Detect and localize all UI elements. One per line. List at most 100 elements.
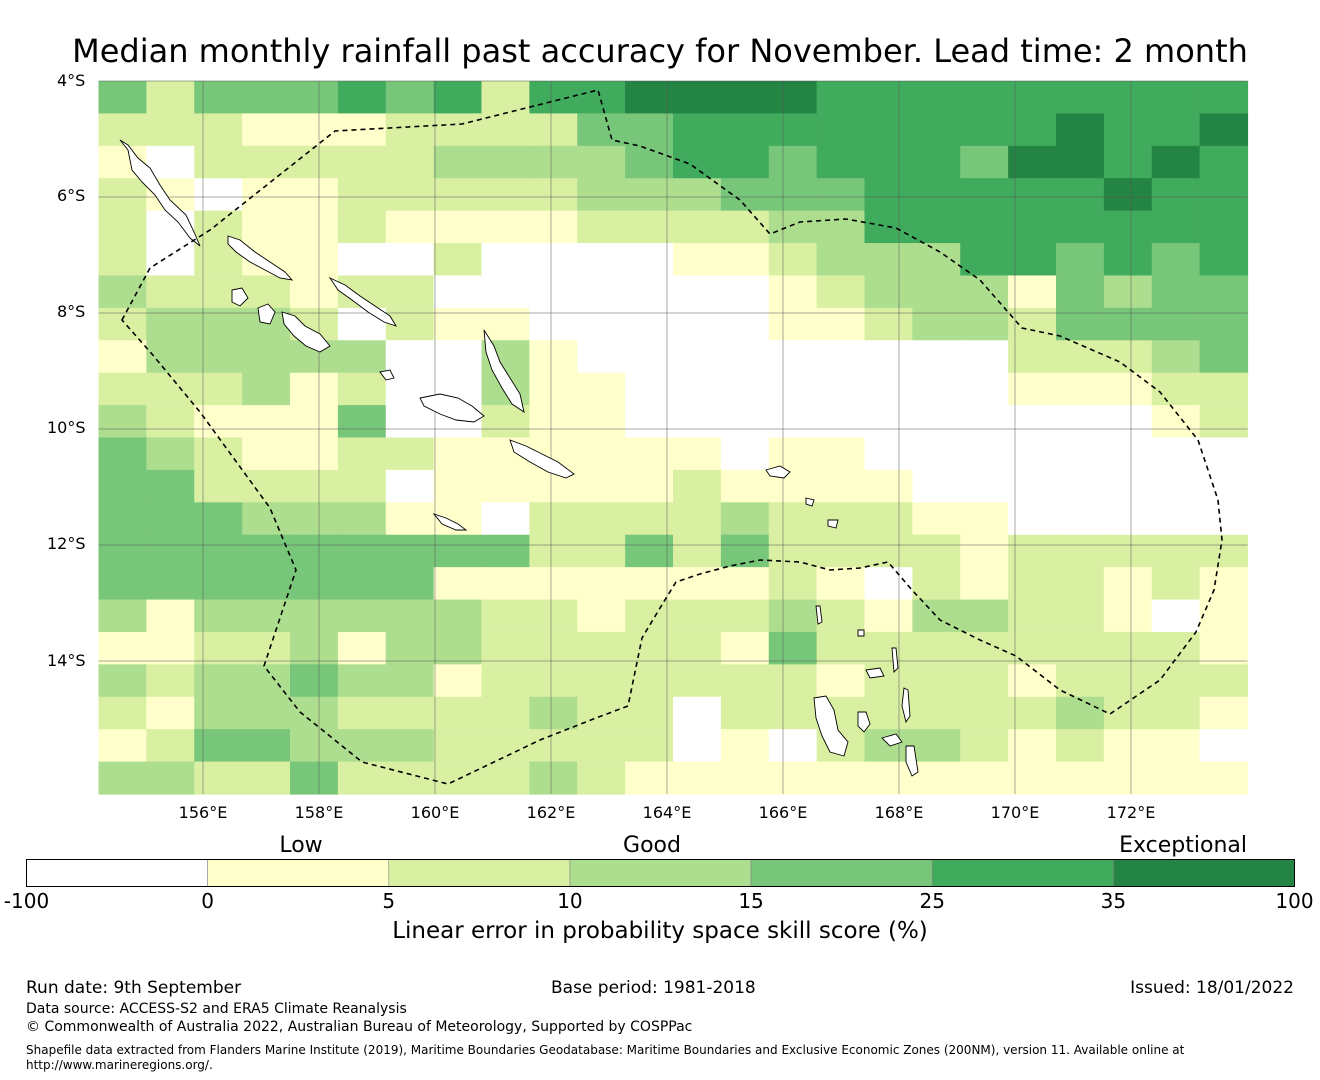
grid-cell — [481, 502, 530, 536]
grid-cell — [146, 145, 195, 179]
grid-cell — [1008, 178, 1057, 212]
grid-cell — [1199, 243, 1249, 277]
grid-cell — [146, 631, 195, 665]
grid-cell — [720, 599, 770, 633]
grid-cell — [529, 599, 578, 633]
grid-cell — [673, 729, 722, 763]
grid-cell — [912, 696, 961, 730]
grid-cell — [912, 81, 961, 115]
grid-cell — [960, 761, 1009, 795]
grid-cell — [242, 502, 291, 536]
grid-cell — [1199, 631, 1249, 665]
grid-cell — [720, 81, 770, 115]
grid-cell — [385, 567, 435, 601]
grid-cell — [1008, 243, 1057, 277]
grid-cell — [912, 178, 961, 212]
grid-cell — [98, 275, 147, 309]
grid-cell — [768, 178, 818, 212]
grid-cell — [1103, 81, 1153, 115]
grid-cell — [768, 599, 818, 633]
island-florida — [379, 369, 395, 381]
grid-cell — [960, 372, 1009, 406]
grid-cell — [864, 599, 913, 633]
grid-cell — [816, 307, 866, 341]
grid-cell — [768, 307, 818, 341]
grid-cell — [1151, 631, 1201, 665]
grid-cell — [529, 696, 578, 730]
grid-cell — [960, 178, 1009, 212]
grid-cell — [146, 567, 195, 601]
colorbar-swatch — [1113, 859, 1295, 887]
island-ambae — [865, 667, 885, 679]
grid-cell — [194, 696, 243, 730]
grid-cell — [242, 113, 291, 147]
grid-cell — [194, 761, 243, 795]
grid-cell — [816, 113, 866, 147]
grid-cell — [577, 210, 626, 244]
grid-cell — [673, 81, 722, 115]
grid-cell — [1008, 567, 1057, 601]
grid-cell — [242, 631, 291, 665]
grid-cell — [720, 567, 770, 601]
grid-cell — [1151, 178, 1201, 212]
island-guadalcanal — [419, 393, 485, 423]
grid-cell — [242, 696, 291, 730]
grid-cell — [816, 567, 866, 601]
grid-cell — [1103, 178, 1153, 212]
grid-cell — [864, 243, 913, 277]
grid-cell — [720, 469, 770, 503]
grid-cell — [433, 437, 483, 471]
grid-cell — [433, 145, 483, 179]
grid-cell — [290, 275, 339, 309]
grid-cell — [864, 729, 913, 763]
grid-cell — [194, 502, 243, 536]
grid-cell — [768, 567, 818, 601]
grid-cell — [290, 599, 339, 633]
grid-cell — [625, 210, 674, 244]
grid-cell — [146, 469, 195, 503]
grid-cell — [768, 81, 818, 115]
grid-cell — [912, 243, 961, 277]
grid-cell — [1103, 340, 1153, 374]
grid-cell — [577, 567, 626, 601]
grid-cell — [625, 81, 674, 115]
grid-cell — [1056, 145, 1105, 179]
grid-cell — [960, 210, 1009, 244]
grid-cell — [194, 113, 243, 147]
grid-cell — [529, 113, 578, 147]
grid-cell — [673, 599, 722, 633]
island-ndeni — [765, 465, 791, 479]
grid-cell — [864, 534, 913, 568]
grid-cell — [912, 372, 961, 406]
grid-cell — [816, 599, 866, 633]
grid-cell — [673, 761, 722, 795]
island-maewo — [891, 647, 899, 674]
shapefile-credit-line1: Shapefile data extracted from Flanders M… — [26, 1043, 1185, 1057]
grid-cell — [337, 664, 387, 698]
grid-cell — [433, 599, 483, 633]
grid-cell — [720, 761, 770, 795]
grid-cell — [337, 599, 387, 633]
grid-cell — [625, 599, 674, 633]
grid-cell — [1199, 340, 1249, 374]
grid-cell — [529, 631, 578, 665]
grid-cell — [912, 469, 961, 503]
grid-cell — [146, 502, 195, 536]
grid-cell — [1151, 405, 1201, 439]
grid-cell — [768, 534, 818, 568]
grid-cell — [816, 81, 866, 115]
grid-cell — [98, 567, 147, 601]
grid-cell — [816, 275, 866, 309]
grid-cell — [433, 729, 483, 763]
grid-cell — [385, 696, 435, 730]
grid-cell — [290, 567, 339, 601]
grid-cell — [1151, 113, 1201, 147]
grid-cell — [529, 243, 578, 277]
grid-cell — [146, 664, 195, 698]
grid-cell — [1008, 534, 1057, 568]
island-malekula — [857, 711, 871, 733]
grid-cell — [385, 340, 435, 374]
grid-cell — [98, 307, 147, 341]
grid-cell — [242, 178, 291, 212]
grid-cell — [146, 243, 195, 277]
